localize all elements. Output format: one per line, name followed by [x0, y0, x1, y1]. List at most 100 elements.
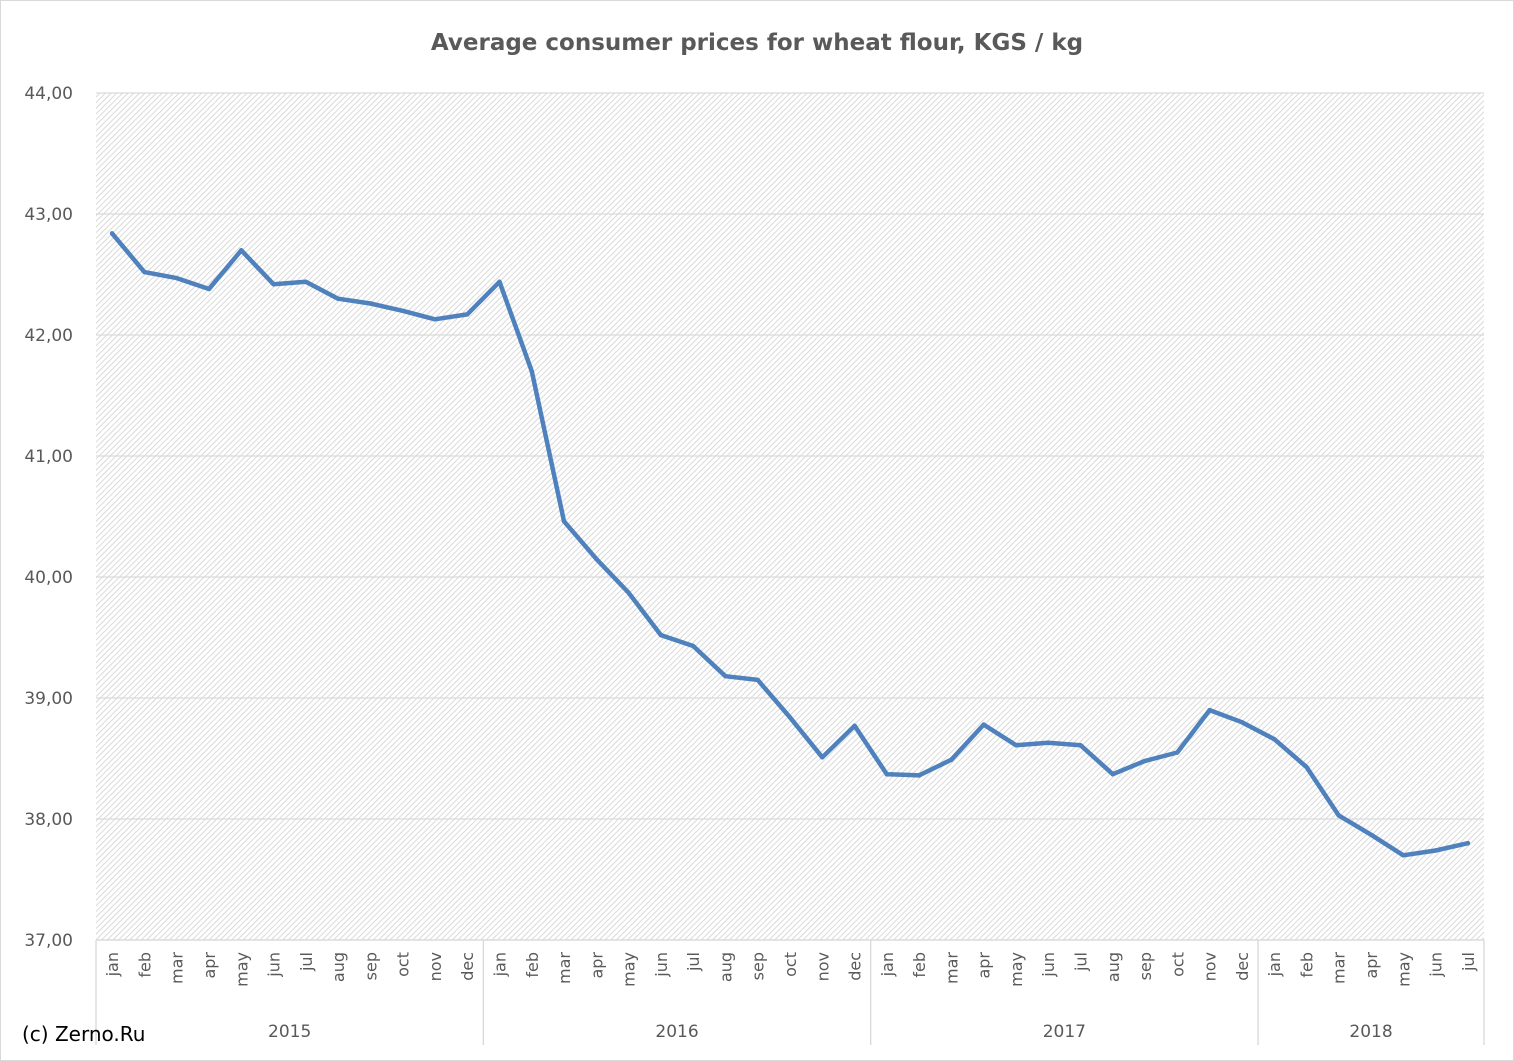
x-tick-label: aug	[329, 952, 348, 982]
data-point	[174, 275, 179, 281]
x-tick-label: feb	[910, 952, 929, 978]
data-point	[658, 632, 664, 638]
x-tick-label: sep	[749, 952, 768, 980]
x-tick-label: oct	[781, 952, 800, 977]
data-point	[1207, 707, 1212, 713]
y-tick-label: 41,00	[24, 447, 73, 467]
data-point	[820, 755, 825, 760]
data-point	[1142, 758, 1148, 764]
x-tick-label: aug	[1104, 952, 1123, 982]
x-tick-label: may	[1007, 952, 1026, 987]
data-point	[1433, 848, 1438, 853]
x-tick-label: feb	[1297, 952, 1316, 978]
data-point	[1046, 740, 1051, 745]
plot-area	[96, 93, 1484, 940]
x-tick-label: oct	[394, 952, 413, 977]
y-tick-label: 40,00	[24, 568, 73, 588]
x-tick-label: jan	[103, 952, 122, 977]
plot-background	[96, 93, 1484, 940]
year-label: 2018	[1349, 1022, 1392, 1042]
x-tick-label: jun	[1039, 952, 1058, 978]
y-axis: 37,00 38,00 39,00 40,00 41,00 42,00 43,00 44,00	[24, 84, 73, 951]
data-point	[1304, 764, 1309, 770]
data-point	[271, 282, 276, 287]
series-group	[109, 231, 1471, 858]
x-tick-label: mar	[942, 952, 961, 984]
data-point	[916, 773, 922, 778]
x-tick-label: apr	[587, 952, 606, 979]
data-point	[142, 269, 147, 275]
data-point	[1110, 772, 1116, 777]
x-tick-label: feb	[135, 952, 154, 978]
data-point	[1401, 853, 1406, 858]
x-tick-label: aug	[716, 952, 735, 982]
data-point	[626, 590, 631, 595]
data-point	[852, 723, 857, 728]
data-point	[206, 286, 212, 292]
x-tick-label: mar	[168, 952, 187, 984]
x-tick-label: jul	[684, 952, 703, 972]
data-point	[1465, 841, 1471, 846]
data-point	[755, 677, 760, 683]
x-tick-label: nov	[1201, 952, 1220, 981]
data-point	[1013, 743, 1019, 748]
x-tick-label: apr	[975, 952, 994, 979]
chart-title: Average consumer prices for wheat flour,…	[431, 30, 1083, 56]
x-tick-label: jul	[1072, 952, 1091, 972]
x-tick-label: apr	[200, 952, 219, 979]
data-point	[109, 231, 115, 236]
year-label: 2016	[655, 1022, 698, 1042]
y-tick-label: 42,00	[24, 326, 73, 346]
y-tick-label: 37,00	[24, 931, 73, 951]
data-point	[1336, 813, 1341, 818]
x-tick-label: sep	[1136, 952, 1155, 980]
x-tick-label: jul	[297, 952, 316, 972]
data-point	[787, 715, 793, 720]
x-tick-label: mar	[1330, 952, 1349, 984]
data-point	[949, 757, 954, 762]
x-tick-label: dec	[458, 952, 477, 981]
y-tick-label: 43,00	[24, 205, 73, 225]
x-tick-label: apr	[1362, 952, 1381, 979]
x-tick-label: jun	[265, 952, 284, 978]
x-axis: jan feb mar apr may jun jul aug sep oct nov dec jan f…	[95, 939, 1485, 1045]
x-tick-label: jan	[490, 952, 509, 977]
data-point	[368, 301, 373, 306]
data-point	[432, 317, 438, 322]
data-point	[1368, 832, 1374, 837]
data-point	[400, 308, 405, 313]
x-tick-label: nov	[813, 952, 832, 981]
data-point	[594, 556, 599, 562]
data-point	[1239, 720, 1245, 725]
data-point	[1078, 743, 1083, 748]
y-tick-label: 38,00	[24, 810, 73, 830]
data-point	[561, 519, 567, 524]
data-point	[723, 674, 728, 679]
y-tick-label: 44,00	[24, 84, 73, 104]
data-point	[884, 772, 889, 777]
data-point	[529, 369, 534, 374]
x-tick-label: may	[620, 952, 639, 987]
credit-text: (c) Zerno.Ru	[22, 1022, 145, 1046]
x-tick-label: mar	[555, 952, 574, 984]
x-tick-label: jan	[878, 952, 897, 977]
x-tick-label: dec	[846, 952, 865, 981]
x-tick-label: may	[232, 952, 251, 987]
x-tick-label: jun	[1427, 952, 1446, 978]
x-tick-label: feb	[523, 952, 542, 978]
x-tick-label: jun	[652, 952, 671, 978]
data-point	[1175, 750, 1180, 755]
x-tick-label: may	[1394, 952, 1413, 987]
x-tick-label: nov	[426, 952, 445, 981]
data-point	[335, 296, 341, 301]
data-point	[239, 248, 244, 253]
x-tick-label: jul	[1459, 952, 1478, 972]
data-point	[303, 279, 308, 284]
y-tick-label: 39,00	[24, 689, 73, 709]
x-tick-label: jan	[1265, 952, 1284, 977]
x-tick-label: oct	[1168, 952, 1187, 977]
data-point	[691, 643, 696, 649]
year-label: 2015	[268, 1022, 311, 1042]
x-tick-label: sep	[361, 952, 380, 980]
